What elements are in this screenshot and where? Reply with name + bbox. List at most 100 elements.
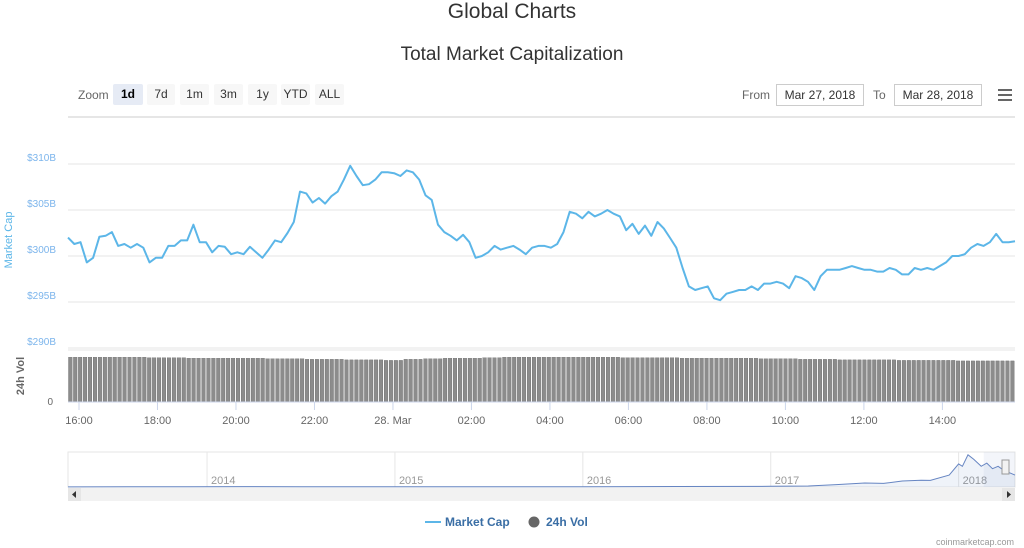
volume-bar — [689, 358, 694, 403]
volume-bar — [166, 357, 171, 403]
menu-icon[interactable] — [998, 89, 1012, 104]
volume-bar — [921, 360, 926, 403]
volume-bar — [73, 357, 78, 403]
volume-bar — [531, 357, 536, 403]
volume-bar — [433, 358, 438, 403]
volume-bar — [684, 358, 689, 403]
zoom-3m-button[interactable]: 3m — [214, 84, 243, 105]
y2-tick-label: 0 — [47, 397, 53, 408]
volume-bar — [926, 360, 931, 403]
zoom-1y-button[interactable]: 1y — [248, 84, 277, 105]
market-cap-line — [67, 164, 1016, 302]
volume-bar — [324, 359, 329, 403]
scrollbar-track[interactable] — [68, 488, 1015, 501]
zoom-ytd-button[interactable]: YTD — [281, 84, 310, 105]
volume-bar — [763, 358, 768, 403]
volume-bar — [384, 360, 388, 403]
volume-bar — [699, 358, 704, 403]
volume-bar — [319, 359, 324, 403]
volume-bar — [492, 357, 497, 403]
zoom-7d-button[interactable]: 7d — [147, 84, 175, 105]
zoom-1d-button[interactable]: 1d — [113, 84, 143, 105]
volume-bar — [280, 358, 285, 403]
x-tick-label: 14:00 — [929, 415, 957, 427]
navigator-tick-label: 2014 — [211, 475, 235, 487]
zoom-all-button[interactable]: ALL — [315, 84, 344, 105]
from-date-input[interactable]: Mar 27, 2018 — [776, 84, 864, 106]
legend-24h-vol[interactable]: 24h Vol — [546, 515, 588, 529]
volume-bar — [630, 357, 635, 403]
y-tick-label: $295B — [27, 291, 56, 302]
volume-bar — [773, 358, 778, 403]
volume-bar — [640, 357, 645, 403]
credit-link[interactable]: coinmarketcap.com — [935, 537, 1014, 547]
navigator-handle[interactable] — [1001, 459, 1010, 475]
to-date-input[interactable]: Mar 28, 2018 — [894, 84, 982, 106]
volume-bar — [882, 359, 887, 403]
navigator-tick-label: 2016 — [587, 475, 611, 487]
volume-bar — [502, 357, 507, 403]
volume-bar — [842, 359, 847, 403]
volume-bar — [679, 358, 684, 403]
volume-bar — [709, 358, 714, 403]
volume-bar — [250, 358, 255, 403]
volume-bar — [142, 357, 147, 403]
volume-bar — [300, 358, 305, 403]
y2-axis-title: 24h Vol — [15, 357, 27, 395]
volume-bar — [655, 357, 660, 403]
volume-bar — [749, 358, 753, 403]
volume-bar — [216, 358, 221, 403]
volume-bar — [793, 358, 798, 403]
volume-bar — [788, 358, 793, 403]
volume-bar — [896, 360, 901, 403]
volume-bar — [1000, 360, 1005, 403]
volume-bar — [408, 359, 413, 403]
volume-bar — [260, 358, 265, 403]
volume-bar — [832, 359, 837, 403]
volume-bar — [660, 357, 665, 403]
volume-bar — [586, 357, 591, 403]
y-tick-label: $290B — [27, 337, 56, 348]
volume-bar — [379, 359, 384, 403]
volume-bar — [758, 358, 763, 403]
navigator-area — [67, 451, 1016, 488]
volume-bar — [117, 357, 122, 403]
volume-bar — [482, 357, 487, 403]
volume-bar — [877, 359, 882, 403]
volume-bar — [443, 358, 448, 403]
navigator-area-fill — [68, 454, 1015, 487]
volume-bar — [245, 358, 250, 403]
volume-bar — [344, 359, 349, 403]
volume-bar — [191, 358, 196, 403]
page-title: Global Charts — [447, 0, 577, 23]
volume-bar — [240, 358, 245, 403]
volume-bar — [857, 359, 862, 403]
navigator-line — [67, 454, 1016, 488]
volume-bar — [226, 358, 231, 403]
x-tick-label: 02:00 — [458, 415, 486, 427]
volume-bar — [448, 358, 453, 403]
volume-bar — [201, 358, 206, 403]
zoom-1m-button[interactable]: 1m — [180, 84, 209, 105]
volume-bar — [625, 357, 630, 403]
volume-bar — [566, 357, 571, 403]
volume-bar — [171, 357, 176, 403]
volume-bar — [221, 358, 226, 403]
volume-bar — [610, 357, 615, 403]
volume-bar — [329, 359, 334, 403]
volume-bar — [714, 358, 719, 403]
volume-bar — [68, 357, 73, 403]
volume-bar — [675, 357, 679, 403]
volume-bar — [596, 357, 601, 403]
volume-bar — [719, 358, 724, 403]
volume-bar — [369, 359, 374, 403]
volume-bar — [906, 360, 911, 403]
volume-bar — [428, 358, 433, 403]
x-tick-label: 08:00 — [693, 415, 721, 427]
legend-market-cap[interactable]: Market Cap — [445, 515, 510, 529]
legend-volume-symbol[interactable] — [528, 516, 540, 528]
volume-bar — [132, 357, 137, 403]
navigator-mask — [983, 452, 1015, 487]
volume-bar — [398, 360, 403, 403]
volume-bar — [753, 358, 758, 403]
